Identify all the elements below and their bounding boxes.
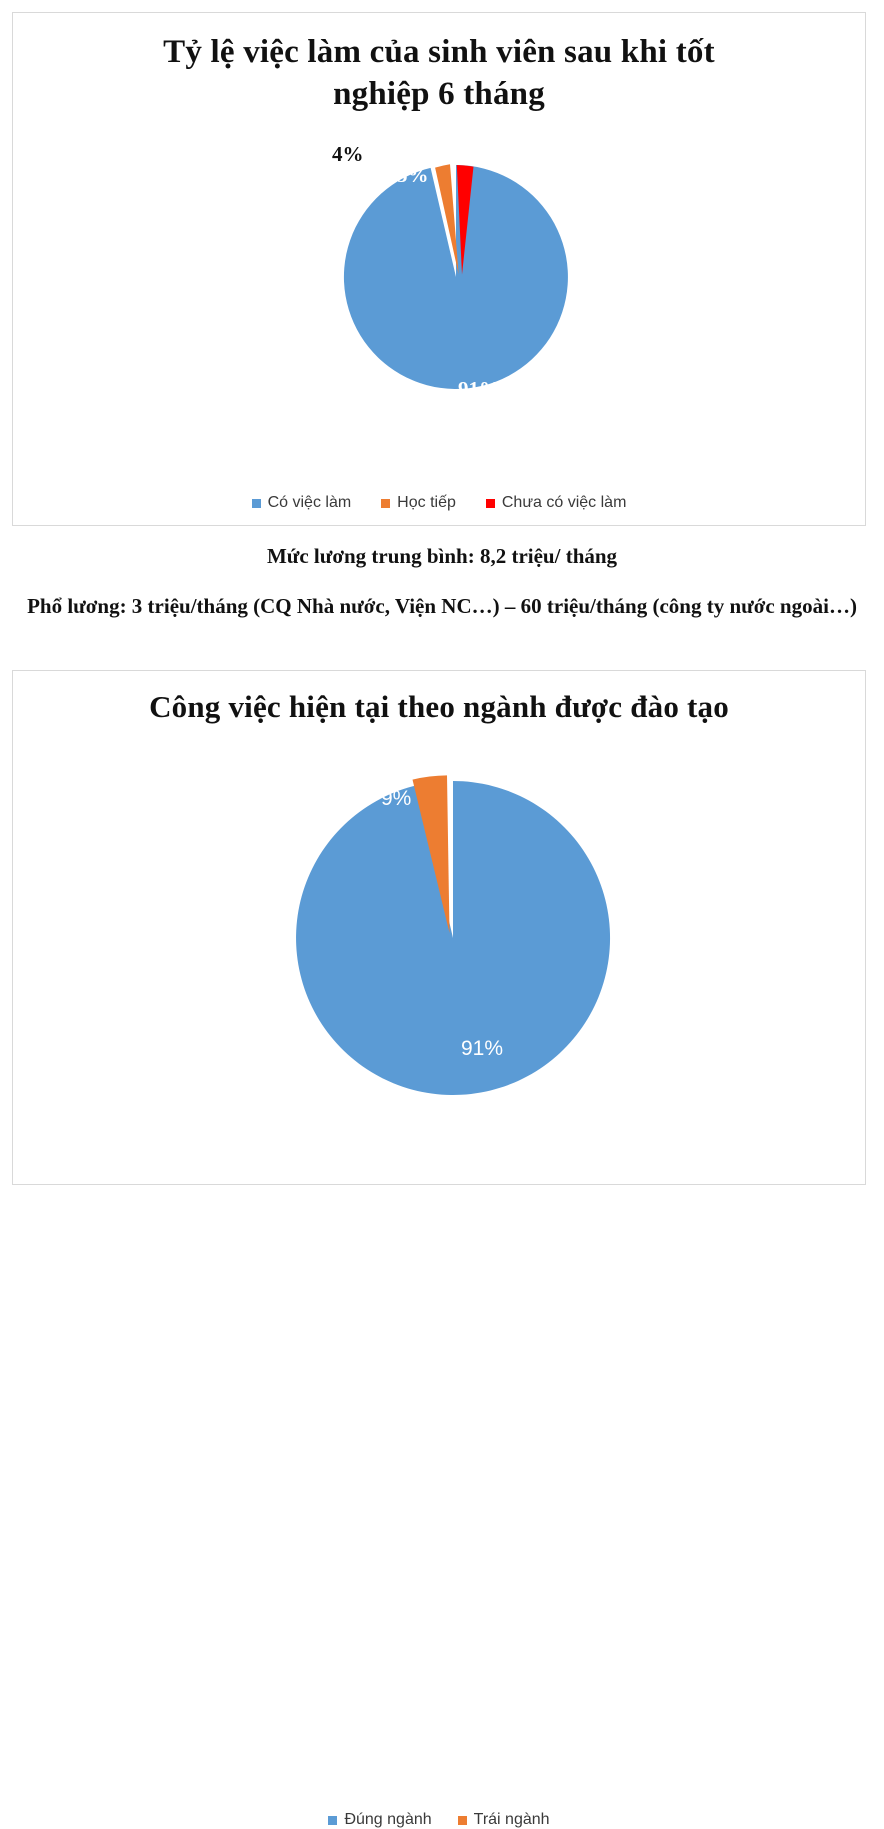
chart-one-label-orange: 4% — [332, 142, 364, 166]
salary-range-text: Phổ lương: 3 triệu/tháng (CQ Nhà nước, V… — [27, 594, 857, 618]
chart-two-pie — [281, 766, 611, 1096]
pie-two-slice-orange[interactable] — [412, 775, 450, 933]
square-swatch-icon — [328, 1815, 338, 1825]
chart-one-legend: Có việc làm Học tiếp Chưa có việc làm — [13, 494, 865, 512]
chart-one-pie — [332, 144, 580, 392]
chart-two-legend: Đúng ngành Trái ngành — [13, 1811, 865, 1829]
pie-one-slice-red[interactable] — [456, 165, 474, 275]
legend-item-hoc-tiep[interactable]: Học tiếp — [381, 494, 456, 512]
square-swatch-icon — [251, 498, 261, 508]
chart-one-label-blue: 91% — [458, 377, 500, 401]
legend-item-chua-co-viec-lam[interactable]: Chưa có việc làm — [485, 494, 627, 512]
pie-one-slice-blue[interactable] — [343, 165, 568, 389]
mid-text-block: Mức lương trung bình: 8,2 triệu/ tháng P… — [0, 536, 884, 619]
legend-item-co-viec-lam[interactable]: Có việc làm — [251, 494, 352, 512]
legend-item-trai-nganh[interactable]: Trái ngành — [457, 1811, 550, 1829]
average-salary-text: Mức lương trung bình: 8,2 triệu/ tháng — [266, 544, 618, 568]
square-swatch-icon — [457, 1815, 467, 1825]
legend-label: Có việc làm — [267, 494, 352, 511]
pie-two-slice-blue[interactable] — [296, 781, 611, 1095]
chart-one-title: Tỷ lệ việc làm của sinh viên sau khi tốt… — [163, 34, 715, 113]
chart-one-label-red: 5% — [397, 163, 429, 187]
legend-item-dung-nganh[interactable]: Đúng ngành — [328, 1811, 432, 1829]
chart-two-label-blue: 91% — [461, 1037, 504, 1060]
square-swatch-icon — [381, 498, 391, 508]
chart-two-pie-svg — [296, 775, 611, 1095]
legend-label: Đúng ngành — [344, 1811, 432, 1828]
chart-two-frame: Công việc hiện tại theo ngành được đào t… — [12, 670, 866, 1828]
legend-label: Chưa có việc làm — [501, 494, 627, 511]
pie-one-slice-orange[interactable] — [435, 164, 459, 275]
chart-two-title: Công việc hiện tại theo ngành được đào t… — [149, 689, 729, 724]
legend-label: Học tiếp — [397, 494, 456, 511]
chart-one-pie-svg — [343, 164, 568, 389]
square-swatch-icon — [485, 498, 495, 508]
legend-label: Trái ngành — [473, 1811, 550, 1828]
chart-two-label-orange: 9% — [381, 787, 412, 810]
chart-one-frame: Tỷ lệ việc làm của sinh viên sau khi tốt… — [12, 12, 866, 526]
